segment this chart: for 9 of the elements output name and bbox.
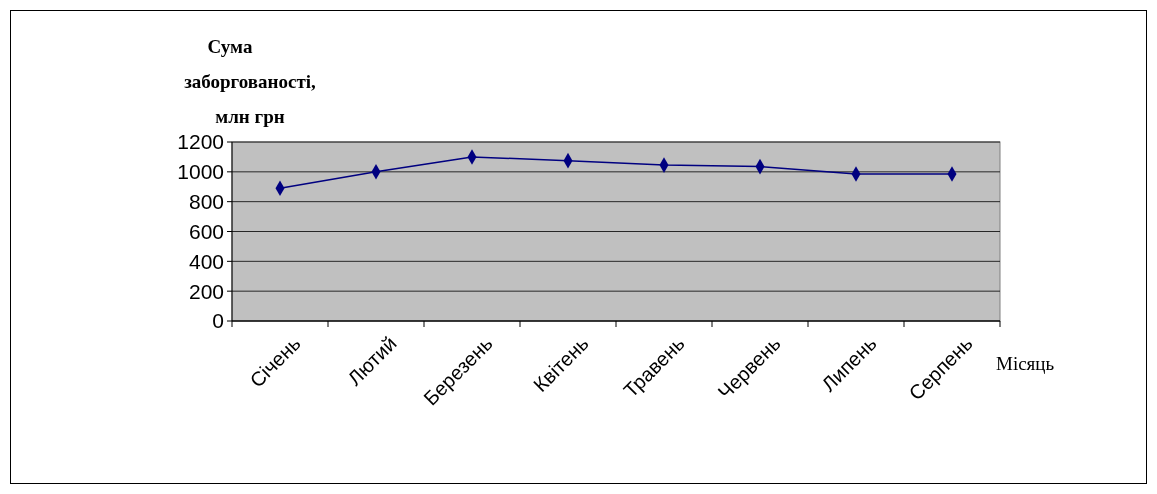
y-tick-label: 1000 [177, 160, 224, 184]
y-tick-label: 200 [188, 279, 224, 303]
y-tick-label: 1200 [177, 130, 224, 154]
y-tick-label: 800 [188, 190, 224, 214]
x-axis-title: Місяць [996, 353, 1055, 374]
y-tick-label: 400 [188, 249, 224, 273]
y-tick-label: 600 [188, 219, 224, 243]
y-axis-title: Сума заборгованості, млн грн [184, 36, 317, 127]
y-tick-label: 0 [212, 309, 224, 333]
